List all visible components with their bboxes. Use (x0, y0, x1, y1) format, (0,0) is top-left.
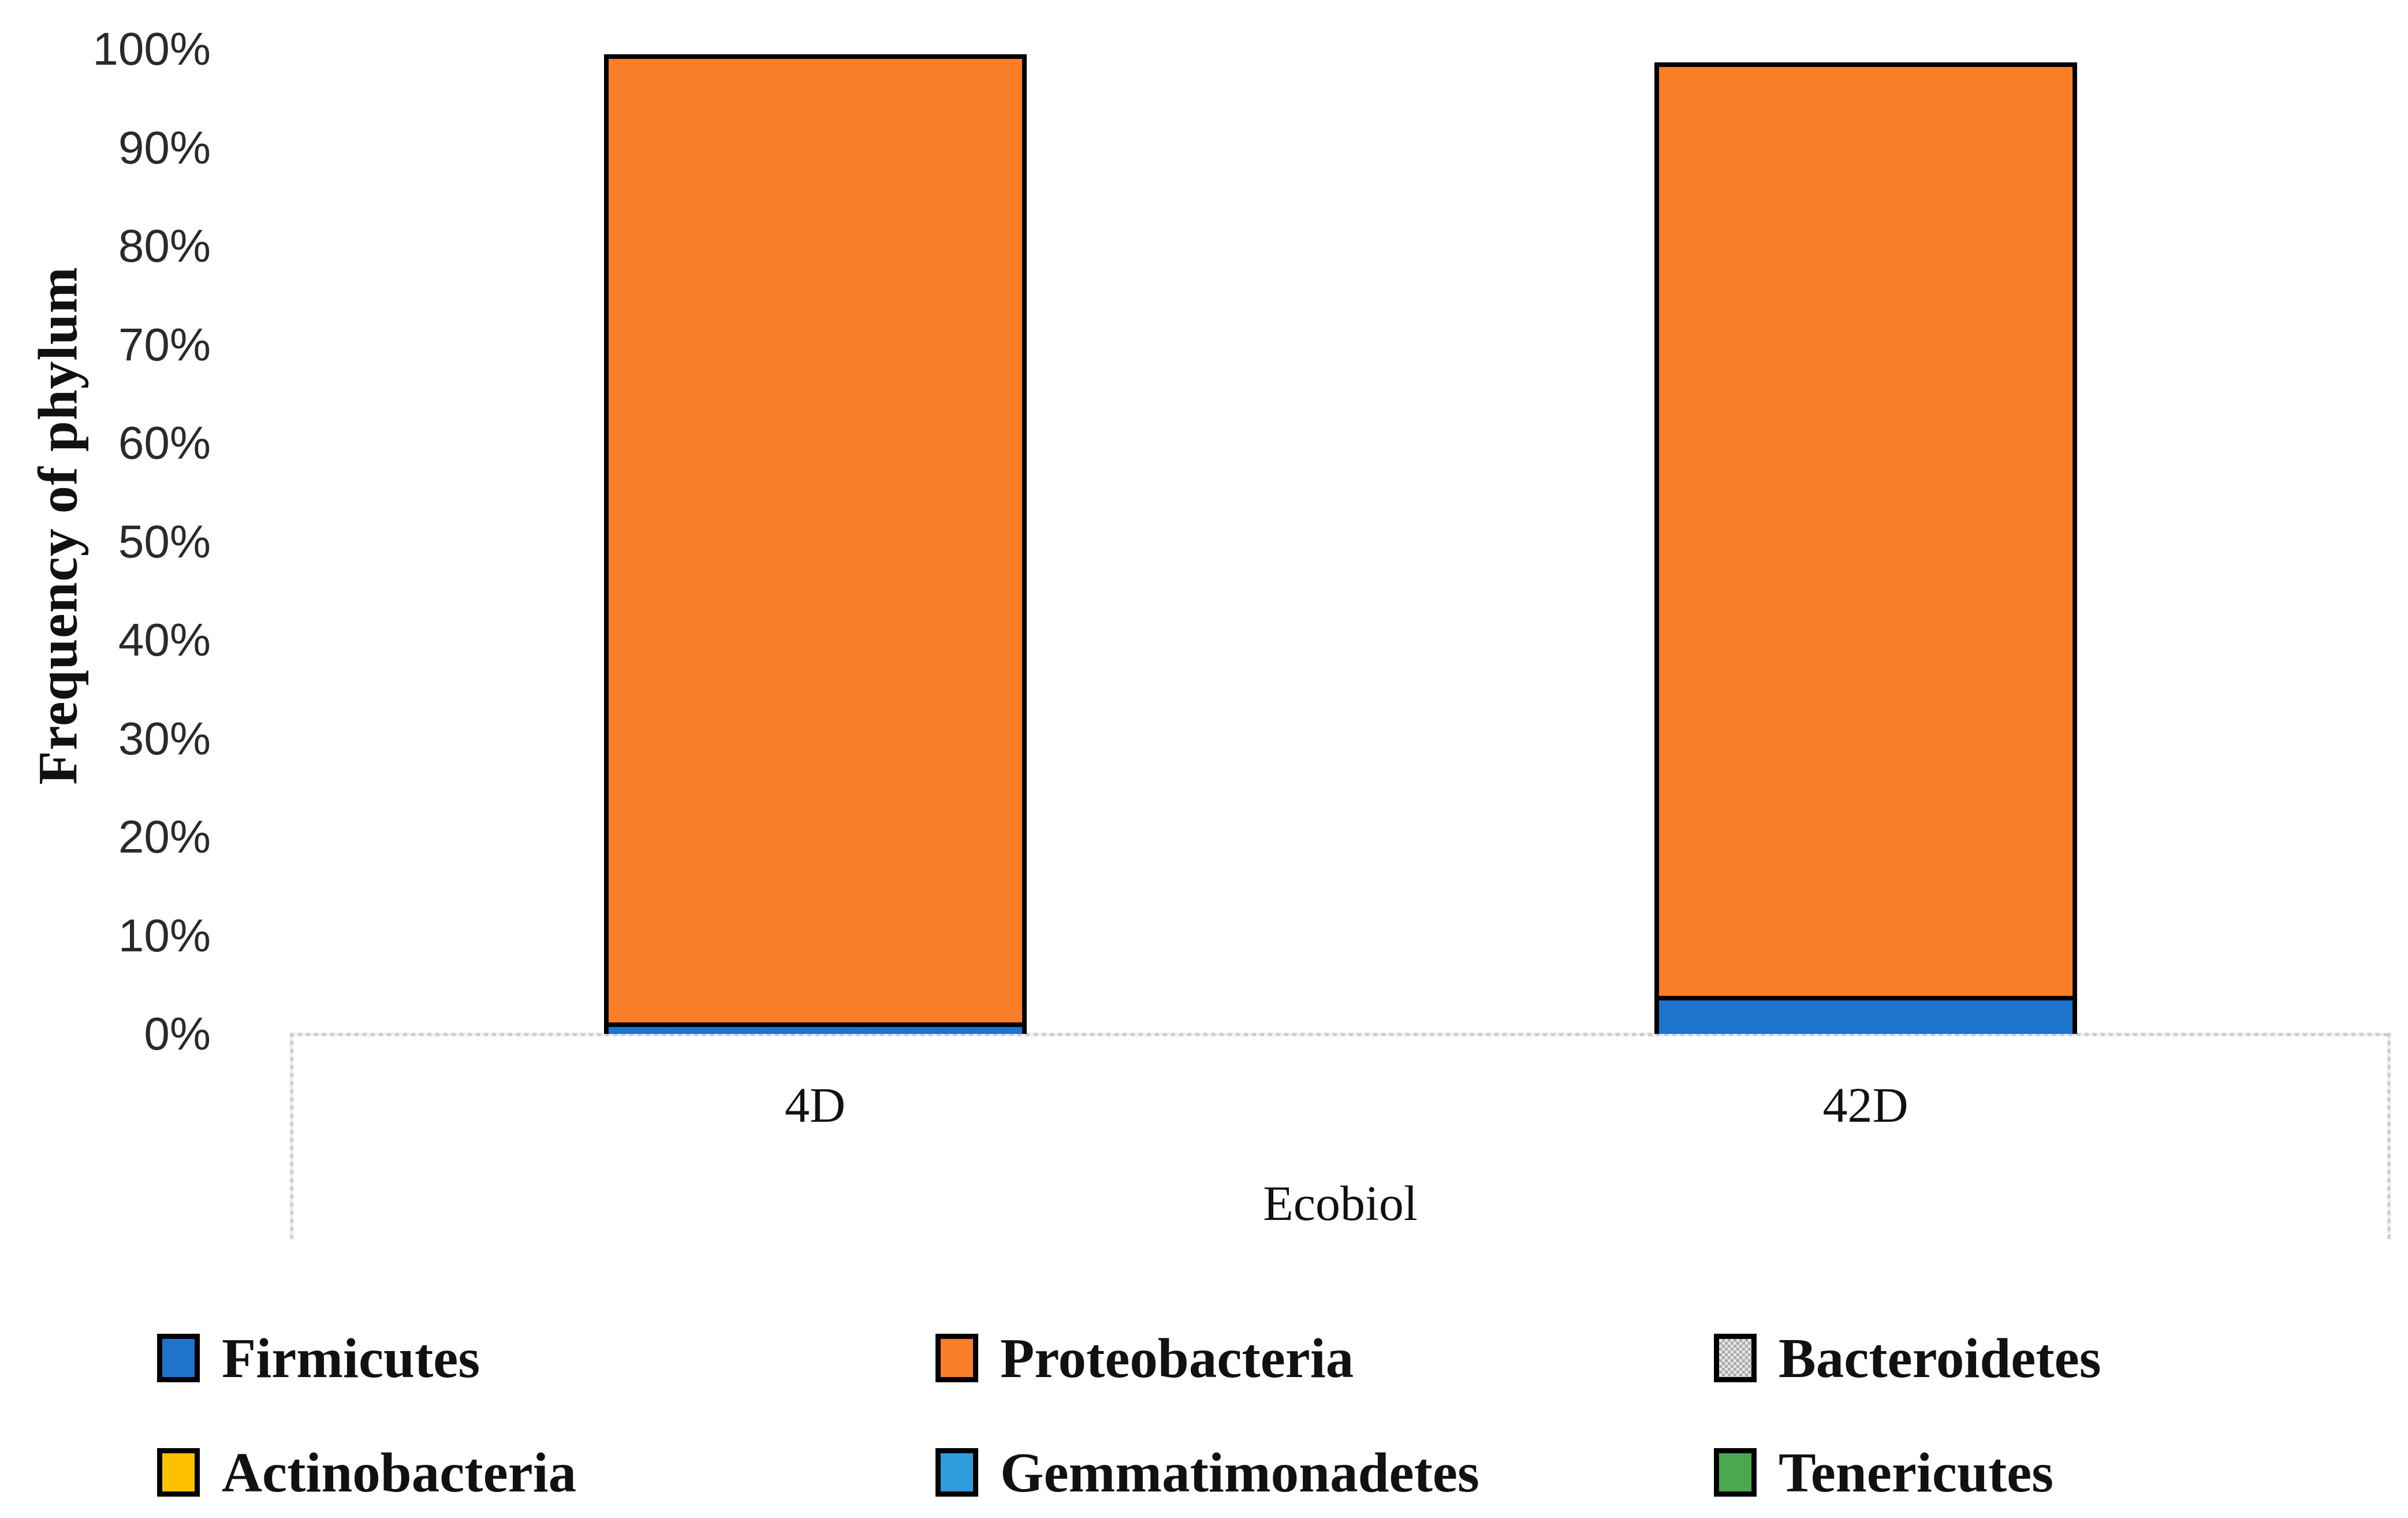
legend-item-Proteobacteria: Proteobacteria (935, 1326, 1714, 1390)
legend-item-Actinobacteria: Actinobacteria (157, 1441, 935, 1505)
y-tick-label: 90% (118, 121, 211, 173)
legend-swatch-Actinobacteria (157, 1448, 200, 1497)
y-tick-label: 30% (118, 712, 211, 764)
legend: Firmicutes Proteobacteria Bacteroidetes Act… (157, 1301, 2408, 1518)
y-tick-label: 50% (118, 515, 211, 567)
category-group-label: Ecobiol (1263, 1175, 1418, 1231)
bar-segment-Proteobacteria (608, 59, 1022, 1022)
axis-frame-right-tick (2387, 1033, 2391, 1239)
x-axis-baseline (290, 1033, 2391, 1036)
legend-item-Gemmatimonadetes: Gemmatimonadetes (935, 1441, 1714, 1505)
axis-frame-left-tick (290, 1033, 293, 1239)
bar-segment-Firmicutes (1658, 995, 2072, 1034)
bar-4D (603, 54, 1027, 1034)
bar-segment-Proteobacteria (1658, 66, 2072, 996)
y-tick-label: 80% (118, 220, 211, 271)
legend-label: Tenericutes (1779, 1441, 2053, 1504)
y-tick-label: 100% (92, 23, 211, 75)
y-tick-label: 40% (118, 614, 211, 665)
legend-swatch-Tenericutes (1714, 1448, 1757, 1497)
legend-label: Gemmatimonadetes (1000, 1441, 1479, 1504)
legend-swatch-Firmicutes (157, 1334, 200, 1382)
legend-label: Bacteroidetes (1779, 1327, 2101, 1389)
legend-label: Firmicutes (222, 1327, 480, 1389)
legend-label: Proteobacteria (1000, 1327, 1354, 1389)
y-tick-label: 70% (118, 318, 211, 370)
y-tick-label: 60% (118, 417, 211, 468)
category-label-42D: 42D (1822, 1077, 1908, 1133)
bar-segment-Firmicutes (608, 1022, 1022, 1034)
legend-label: Actinobacteria (222, 1441, 577, 1504)
legend-item-Firmicutes: Firmicutes (157, 1326, 935, 1390)
bar-42D (1654, 62, 2077, 1034)
y-tick-label: 0% (144, 1008, 211, 1059)
legend-item-Tenericutes: Tenericutes (1714, 1441, 2408, 1505)
legend-swatch-Bacteroidetes (1714, 1334, 1757, 1382)
y-tick-label: 10% (118, 909, 211, 961)
legend-item-Bacteroidetes: Bacteroidetes (1714, 1326, 2408, 1390)
legend-swatch-Gemmatimonadetes (935, 1448, 978, 1497)
y-tick-label: 20% (118, 811, 211, 862)
legend-swatch-Proteobacteria (935, 1334, 978, 1382)
category-label-4D: 4D (784, 1077, 846, 1133)
